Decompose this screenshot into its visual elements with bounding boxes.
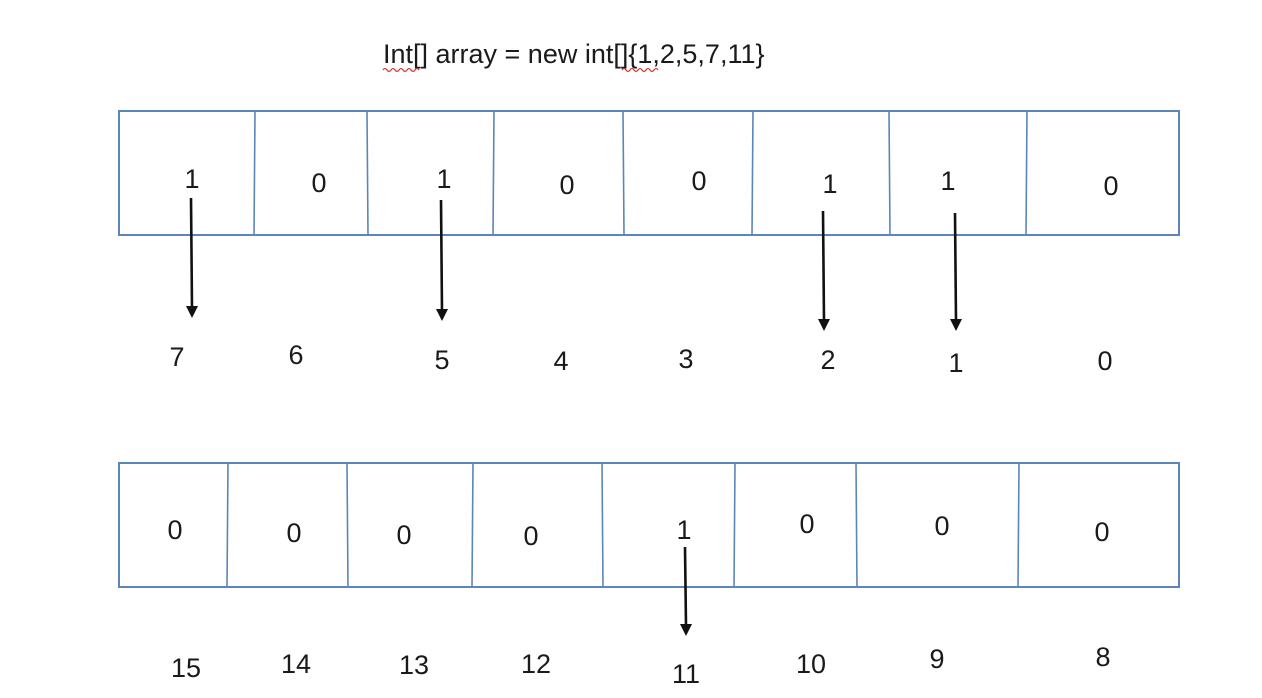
- row-0-divider: [492, 110, 495, 236]
- row-1-divider: [1017, 462, 1020, 588]
- bit-cell-6: 0: [311, 168, 326, 198]
- row-0-divider: [622, 110, 625, 236]
- bit-cell-0: 0: [1103, 171, 1118, 201]
- bit-row-0: 1 0 1 0 0 1 1 0 7 6 5 4 3 2 1 0: [118, 110, 1180, 378]
- spellcheck-underline-int-2: [621, 67, 659, 73]
- bit-cell-11: 1: [676, 515, 691, 545]
- bit-cell-9: 0: [934, 511, 949, 541]
- arrow-bit-11: [680, 546, 692, 636]
- bit-index-13: 13: [399, 650, 429, 680]
- bit-index-10: 10: [796, 649, 826, 679]
- bit-row-1: 0 0 0 0 1 0 0 015 14 13 12 11 10 9 8: [118, 462, 1180, 689]
- bit-index-0: 0: [1097, 346, 1112, 376]
- bit-cell-13: 0: [396, 520, 411, 550]
- row-0-divider: [751, 110, 754, 236]
- bit-index-7: 7: [169, 342, 184, 372]
- bit-index-14: 14: [281, 649, 311, 679]
- row-0-outline: [118, 110, 1180, 236]
- row-0-divider: [366, 110, 369, 236]
- row-1-divider: [733, 462, 736, 588]
- bit-index-4: 4: [553, 346, 568, 376]
- bit-cell-5: 1: [436, 164, 451, 194]
- bit-index-5: 5: [434, 345, 449, 375]
- row-1-divider: [471, 462, 474, 588]
- bit-index-1: 1: [948, 348, 963, 378]
- bit-cell-8: 0: [1094, 517, 1109, 547]
- row-1-divider: [855, 462, 858, 588]
- bit-index-3: 3: [678, 344, 693, 374]
- bit-rows: 1 0 1 0 0 1 1 07 6 5 4 3 2 1 00 0 0 0 1 0 0 015 14 13 12 11 10 9 8: [118, 110, 1180, 689]
- bit-index-12: 12: [521, 649, 551, 679]
- bit-index-8: 8: [1095, 642, 1110, 672]
- diagram-title: Int[] array = new int[]{1,2,5,7,11}: [383, 39, 765, 69]
- row-0-divider: [1025, 110, 1028, 236]
- bit-cell-2: 1: [822, 169, 837, 199]
- row-1-outline: [118, 462, 1180, 588]
- bit-cell-3: 0: [691, 166, 706, 196]
- bit-cell-15: 0: [167, 515, 182, 545]
- arrow-bit-2: [818, 210, 830, 331]
- bit-index-2: 2: [820, 345, 835, 375]
- arrow-bit-7: [186, 197, 198, 318]
- row-1-divider: [346, 462, 349, 588]
- spellcheck-underline-int: [382, 67, 420, 73]
- row-0-divider: [253, 110, 256, 236]
- bit-cell-14: 0: [286, 518, 301, 548]
- bit-cell-4: 0: [559, 170, 574, 200]
- arrow-bit-5: [436, 199, 448, 321]
- bit-cell-10: 0: [799, 509, 814, 539]
- arrow-bit-1: [950, 212, 962, 331]
- bit-index-15: 15: [171, 653, 201, 683]
- bit-cell-7: 1: [184, 164, 199, 194]
- bit-cell-1: 1: [940, 166, 955, 196]
- row-1-divider: [601, 462, 604, 588]
- bit-index-6: 6: [288, 340, 303, 370]
- bit-index-9: 9: [929, 644, 944, 674]
- row-0-divider: [888, 110, 891, 236]
- bit-cell-12: 0: [523, 521, 538, 551]
- row-1-divider: [226, 462, 229, 588]
- bit-index-11: 11: [672, 659, 700, 689]
